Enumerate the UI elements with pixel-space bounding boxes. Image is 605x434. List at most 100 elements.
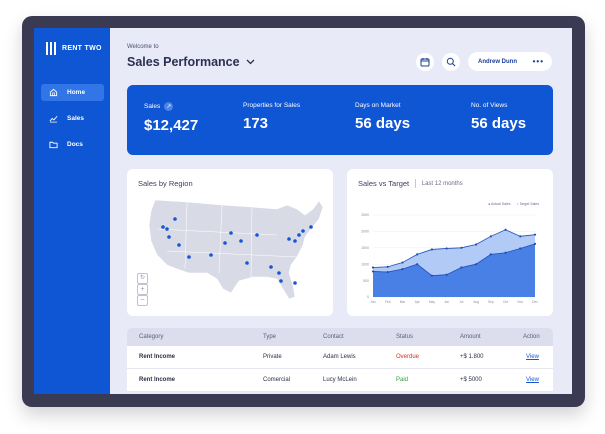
search-button[interactable] [442, 53, 460, 71]
x-tick-label: Jan [370, 300, 375, 304]
chevron-down-icon[interactable] [246, 59, 255, 65]
kpi-label: Properties for Sales [243, 102, 301, 109]
data-point [371, 266, 375, 269]
sidebar-item-docs[interactable]: Docs [41, 136, 104, 153]
y-tick-label: 2500 [361, 213, 369, 217]
data-point [460, 246, 463, 249]
kpi-value: 173 [243, 115, 269, 132]
column-header: Action [523, 334, 540, 340]
x-tick-label: Jun [444, 300, 449, 304]
column-header: Contact [323, 334, 344, 340]
cell-type: Comercial [263, 377, 291, 383]
x-tick-label: Nov [517, 300, 523, 304]
arrow-up-right-icon[interactable]: ↗ [164, 102, 174, 111]
kpi-value: 56 days [471, 115, 527, 132]
kpi-value: $12,427 [144, 117, 199, 134]
brand-name: RENT TWO [62, 45, 102, 52]
data-point [474, 243, 478, 246]
data-point [504, 228, 507, 231]
us-map[interactable] [127, 169, 333, 316]
table-row[interactable]: Rent Income Comercial Lucy McLein Paid +… [127, 369, 553, 392]
sidebar-item-label: Sales [67, 115, 84, 122]
data-point [386, 265, 389, 268]
kpi-views: No. of Views 56 days [471, 102, 526, 132]
more-dots-icon[interactable]: ••• [532, 57, 544, 66]
status-badge: Paid [396, 377, 409, 383]
x-tick-label: Dec [532, 300, 538, 304]
legend-item: ● Actual Sales [488, 202, 511, 206]
y-tick-label: 500 [363, 279, 369, 283]
area-chart[interactable]: 0 500 1000 1500 2000 2500 Jan Feb Mar Apr May Jun Ju… [347, 169, 553, 316]
data-point [489, 253, 492, 256]
data-point [371, 270, 375, 273]
column-header: Category [139, 334, 164, 340]
search-icon [446, 57, 456, 67]
view-link[interactable]: View [526, 377, 539, 383]
data-point [460, 266, 463, 269]
divider [415, 179, 416, 188]
x-tick-label: Feb [385, 300, 391, 304]
cell-contact: Lucy McLein [323, 377, 357, 383]
kpi-days-on-market: Days on Market 56 days [355, 102, 410, 132]
sales-vs-target-card: Sales vs Target Last 12 months ● Actual … [347, 169, 553, 316]
x-tick-label: Jul [459, 300, 463, 304]
folder-icon [49, 141, 58, 149]
chart-legend: ● Actual Sales ● Target Sales [488, 202, 539, 206]
refresh-icon[interactable]: ↻ [137, 273, 148, 284]
column-header: Amount [460, 334, 481, 340]
page-title[interactable]: Sales Performance [127, 55, 255, 69]
kpi-properties: Properties for Sales 173 [243, 102, 300, 132]
x-tick-label: Oct [503, 300, 508, 304]
page-title-text: Sales Performance [127, 55, 240, 69]
card-title: Sales vs Target [358, 179, 410, 188]
legend-item: ● Target Sales [516, 202, 539, 206]
cell-contact: Adam Lewis [323, 354, 356, 360]
x-tick-label: Mar [400, 300, 406, 304]
data-point [416, 253, 419, 256]
data-point [430, 274, 434, 277]
legend-label: Target Sales [519, 202, 539, 206]
cell-type: Private [263, 354, 282, 360]
minus-icon[interactable]: − [137, 295, 148, 306]
data-point [533, 233, 537, 236]
calendar-button[interactable] [416, 53, 434, 71]
sidebar-item-sales[interactable]: Sales [41, 110, 104, 127]
data-point [474, 263, 478, 266]
user-menu[interactable]: Andrew Dunn ••• [468, 52, 552, 71]
cell-amount: +$ 1.800 [460, 354, 484, 360]
data-point [430, 248, 434, 251]
y-tick-label: 1000 [361, 262, 369, 266]
calendar-icon [420, 58, 430, 67]
status-badge: Overdue [396, 354, 420, 360]
data-point [445, 273, 448, 276]
data-point [401, 268, 404, 271]
plus-icon[interactable]: + [137, 284, 148, 295]
brand-logo-icon [46, 42, 58, 55]
card-subtitle[interactable]: Last 12 months [421, 180, 463, 187]
cell-category: Rent Income [139, 354, 176, 360]
data-point [416, 263, 419, 266]
y-tick-label: 2000 [361, 230, 369, 234]
view-link[interactable]: View [526, 354, 539, 360]
home-icon [49, 88, 58, 97]
data-point [504, 251, 507, 254]
chart-header: Sales vs Target Last 12 months [358, 179, 463, 188]
data-point [445, 247, 448, 250]
kpi-label: Days on Market [355, 102, 401, 109]
kpi-label: No. of Views [471, 102, 508, 109]
sidebar: RENT TWO Home Sales Docs [34, 28, 110, 394]
cell-amount: +$ 5000 [460, 377, 482, 383]
card-title: Sales by Region [138, 179, 193, 188]
user-name: Andrew Dunn [478, 58, 517, 65]
cell-category: Rent Income [139, 377, 176, 383]
legend-label: Actual Sales [491, 202, 511, 206]
x-tick-label: Sep [488, 300, 494, 304]
data-point [519, 247, 522, 250]
sales-by-region-card: Sales by Region ↻ + − [127, 169, 333, 316]
x-tick-label: Aug [473, 300, 479, 304]
chart-line-icon [49, 115, 58, 123]
kpi-sales: Sales ↗ $12,427 [144, 102, 198, 134]
x-tick-label: May [429, 300, 435, 304]
table-row[interactable]: Rent Income Private Adam Lewis Overdue +… [127, 346, 553, 369]
sidebar-item-home[interactable]: Home [41, 84, 104, 101]
